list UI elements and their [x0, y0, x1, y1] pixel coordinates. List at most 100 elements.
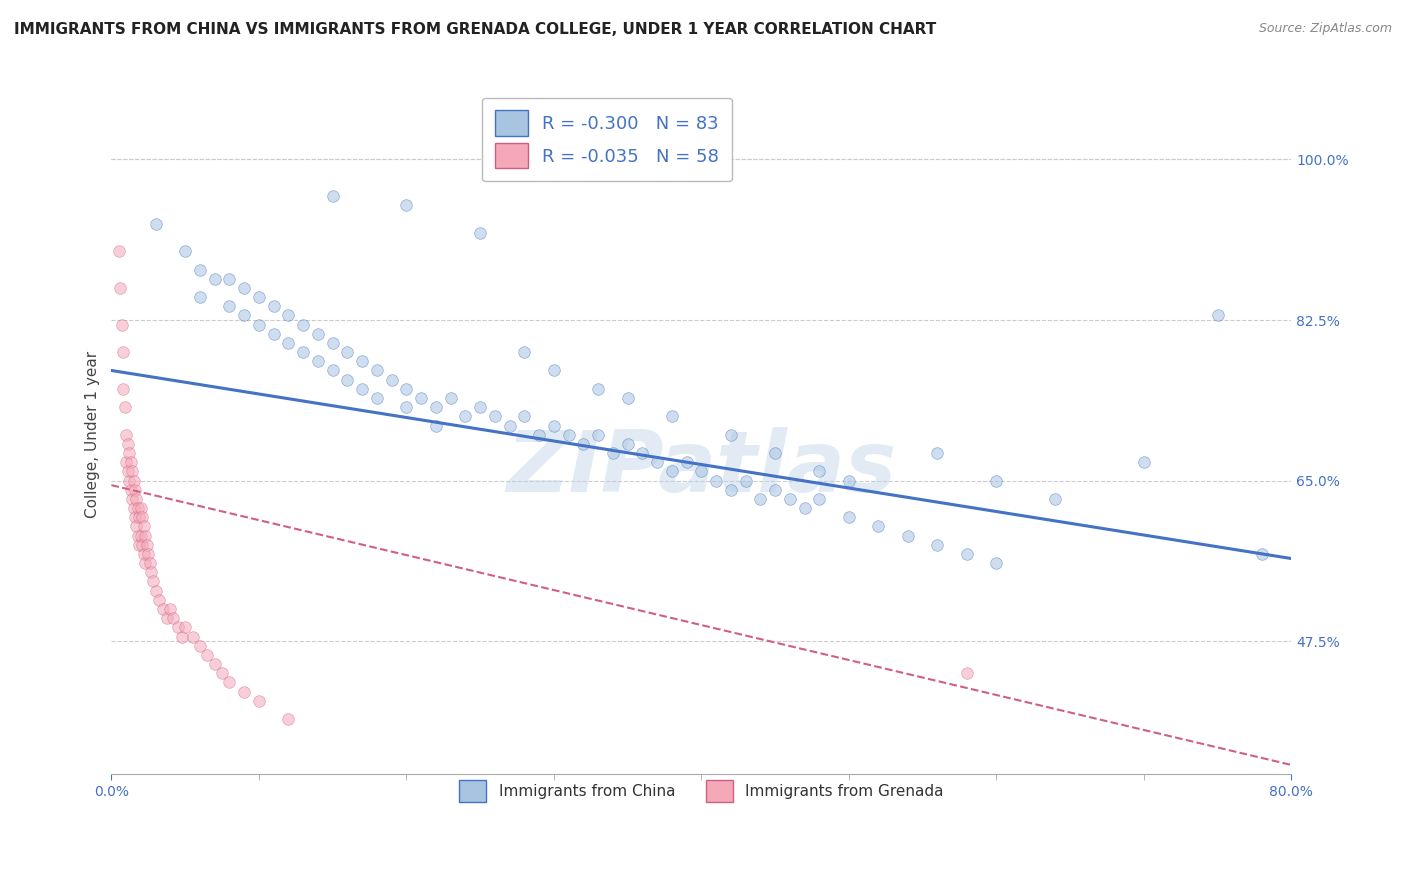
Point	[956, 547, 979, 561]
Point	[411, 391, 433, 405]
Point	[277, 335, 299, 350]
Point	[247, 318, 270, 332]
Point	[132, 519, 155, 533]
Point	[188, 290, 211, 304]
Point	[527, 427, 550, 442]
Point	[118, 446, 141, 460]
Point	[152, 602, 174, 616]
Point	[808, 464, 831, 478]
Point	[763, 483, 786, 497]
Point	[132, 547, 155, 561]
Point	[204, 657, 226, 671]
Point	[440, 391, 463, 405]
Point	[162, 611, 184, 625]
Point	[322, 363, 344, 377]
Point	[110, 281, 132, 295]
Point	[838, 510, 860, 524]
Point	[734, 474, 756, 488]
Point	[129, 528, 152, 542]
Point	[720, 427, 742, 442]
Point	[134, 528, 156, 542]
Point	[156, 611, 179, 625]
Text: Source: ZipAtlas.com: Source: ZipAtlas.com	[1258, 22, 1392, 36]
Point	[897, 528, 920, 542]
Point	[277, 309, 299, 323]
Point	[454, 409, 477, 424]
Point	[395, 198, 418, 212]
Point	[586, 382, 609, 396]
Point	[135, 538, 157, 552]
Point	[366, 391, 388, 405]
Point	[1206, 309, 1229, 323]
Point	[425, 400, 447, 414]
Point	[1133, 455, 1156, 469]
Point	[131, 510, 153, 524]
Point	[1045, 491, 1067, 506]
Point	[148, 592, 170, 607]
Point	[307, 326, 329, 341]
Point	[233, 684, 256, 698]
Point	[195, 648, 218, 662]
Point	[616, 437, 638, 451]
Point	[134, 556, 156, 570]
Point	[292, 318, 315, 332]
Point	[838, 474, 860, 488]
Point	[115, 427, 138, 442]
Point	[233, 309, 256, 323]
Point	[263, 326, 285, 341]
Point	[690, 464, 713, 478]
Point	[115, 455, 138, 469]
Point	[124, 483, 146, 497]
Point	[513, 409, 536, 424]
Point	[107, 244, 129, 259]
Point	[233, 281, 256, 295]
Point	[307, 354, 329, 368]
Point	[128, 510, 150, 524]
Point	[986, 474, 1008, 488]
Point	[145, 583, 167, 598]
Point	[720, 483, 742, 497]
Point	[675, 455, 697, 469]
Point	[247, 290, 270, 304]
Point	[336, 345, 359, 359]
Point	[1250, 547, 1272, 561]
Point	[218, 299, 240, 313]
Point	[181, 630, 204, 644]
Point	[704, 474, 727, 488]
Point	[645, 455, 668, 469]
Legend: Immigrants from China, Immigrants from Grenada: Immigrants from China, Immigrants from G…	[447, 768, 956, 814]
Point	[121, 464, 143, 478]
Point	[336, 373, 359, 387]
Point	[763, 446, 786, 460]
Point	[616, 391, 638, 405]
Point	[263, 299, 285, 313]
Point	[131, 538, 153, 552]
Point	[572, 437, 595, 451]
Point	[927, 538, 949, 552]
Point	[543, 363, 565, 377]
Text: ZIPatlas: ZIPatlas	[506, 427, 897, 510]
Point	[127, 528, 149, 542]
Point	[112, 345, 135, 359]
Point	[114, 400, 136, 414]
Point	[174, 244, 197, 259]
Point	[166, 620, 188, 634]
Point	[277, 712, 299, 726]
Point	[322, 335, 344, 350]
Point	[124, 510, 146, 524]
Point	[484, 409, 506, 424]
Point	[557, 427, 579, 442]
Point	[793, 501, 815, 516]
Point	[395, 382, 418, 396]
Point	[174, 620, 197, 634]
Point	[118, 474, 141, 488]
Point	[117, 464, 139, 478]
Point	[808, 491, 831, 506]
Point	[122, 501, 145, 516]
Point	[218, 272, 240, 286]
Point	[543, 418, 565, 433]
Y-axis label: College, Under 1 year: College, Under 1 year	[86, 351, 100, 518]
Point	[129, 501, 152, 516]
Point	[366, 363, 388, 377]
Point	[142, 574, 165, 589]
